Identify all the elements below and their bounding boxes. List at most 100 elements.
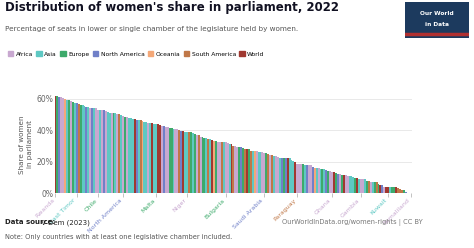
Text: Bulgaria: Bulgaria: [204, 198, 226, 220]
Bar: [391, 187, 393, 193]
Bar: [186, 132, 188, 193]
Bar: [107, 112, 109, 193]
Text: Niger: Niger: [172, 198, 187, 213]
Bar: [97, 110, 99, 193]
Bar: [252, 151, 254, 193]
Bar: [329, 171, 331, 193]
Bar: [237, 147, 238, 193]
Bar: [310, 165, 312, 193]
Text: Distribution of women's share in parliament, 2022: Distribution of women's share in parliam…: [5, 1, 339, 14]
Bar: [383, 186, 385, 193]
Bar: [167, 127, 169, 193]
Text: Note: Only countries with at least one legislative chamber included.: Note: Only countries with at least one l…: [5, 234, 232, 240]
Bar: [240, 147, 242, 193]
Bar: [346, 176, 348, 193]
Bar: [260, 152, 262, 193]
Bar: [99, 110, 101, 193]
Bar: [273, 156, 275, 193]
Bar: [130, 118, 132, 193]
Bar: [132, 119, 134, 193]
Bar: [109, 113, 110, 193]
Bar: [66, 100, 68, 193]
Bar: [225, 143, 227, 193]
Bar: [345, 175, 346, 193]
Bar: [126, 117, 128, 193]
Bar: [242, 148, 244, 193]
Bar: [144, 122, 146, 193]
Bar: [198, 135, 200, 193]
Bar: [341, 175, 343, 193]
Bar: [232, 146, 235, 193]
Text: OurWorldInData.org/women-rights | CC BY: OurWorldInData.org/women-rights | CC BY: [282, 219, 423, 226]
Text: Rwanda: Rwanda: [34, 198, 55, 219]
Bar: [146, 122, 147, 193]
Bar: [196, 135, 198, 193]
Bar: [298, 164, 300, 193]
Bar: [68, 100, 70, 193]
Bar: [321, 169, 323, 193]
Bar: [155, 124, 157, 193]
Text: Chile: Chile: [83, 198, 98, 212]
Bar: [137, 120, 140, 193]
Bar: [355, 178, 356, 193]
Bar: [124, 117, 126, 193]
Bar: [122, 116, 124, 193]
Bar: [262, 152, 264, 193]
Bar: [325, 170, 327, 193]
Bar: [213, 141, 215, 193]
Bar: [142, 122, 144, 193]
Bar: [83, 106, 85, 193]
Bar: [387, 186, 389, 193]
Bar: [279, 157, 281, 193]
Text: in Data: in Data: [425, 22, 449, 27]
Bar: [395, 187, 397, 193]
Bar: [176, 129, 178, 193]
Bar: [173, 129, 174, 193]
Bar: [368, 181, 370, 193]
Bar: [403, 190, 405, 193]
Bar: [178, 130, 180, 193]
Text: Saudi Arabia: Saudi Arabia: [233, 198, 264, 229]
Bar: [343, 175, 345, 193]
Bar: [333, 172, 335, 193]
Bar: [375, 182, 378, 193]
Bar: [205, 138, 207, 193]
Bar: [93, 108, 95, 193]
Text: Percentage of seats in lower or single chamber of the legislature held by women.: Percentage of seats in lower or single c…: [5, 26, 298, 32]
Bar: [161, 126, 163, 193]
Text: East Timor: East Timor: [49, 198, 77, 225]
Bar: [308, 165, 310, 193]
Bar: [207, 139, 209, 193]
Bar: [171, 128, 173, 193]
Bar: [227, 143, 228, 193]
Bar: [192, 133, 194, 193]
Bar: [331, 172, 333, 193]
Bar: [58, 97, 60, 193]
Bar: [358, 179, 360, 193]
Bar: [364, 180, 366, 193]
Bar: [283, 158, 285, 193]
Text: Kuwait: Kuwait: [370, 198, 388, 216]
Bar: [327, 171, 329, 193]
Bar: [360, 179, 362, 193]
Bar: [302, 164, 304, 193]
Bar: [296, 164, 298, 193]
Bar: [74, 103, 76, 193]
Text: Somaliland: Somaliland: [383, 198, 411, 226]
Bar: [159, 125, 161, 193]
Text: Paraguay: Paraguay: [273, 198, 297, 222]
Bar: [165, 127, 167, 193]
Bar: [275, 156, 277, 193]
Bar: [62, 98, 64, 193]
Bar: [258, 152, 260, 193]
Bar: [219, 142, 221, 193]
Bar: [190, 132, 192, 193]
Text: Data source:: Data source:: [5, 219, 55, 225]
Bar: [115, 113, 117, 193]
Bar: [230, 144, 232, 193]
Bar: [128, 118, 130, 193]
Bar: [110, 113, 112, 193]
Bar: [265, 153, 267, 193]
Bar: [374, 182, 375, 193]
Bar: [319, 169, 321, 193]
